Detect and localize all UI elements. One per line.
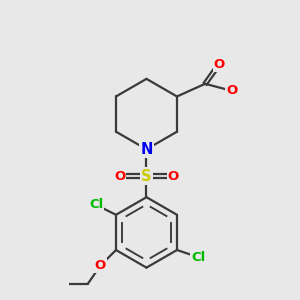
Text: Cl: Cl <box>191 250 205 264</box>
Text: O: O <box>114 169 125 183</box>
Text: O: O <box>226 84 238 97</box>
Text: O: O <box>214 58 225 70</box>
Text: S: S <box>141 169 152 184</box>
Text: O: O <box>168 169 179 183</box>
Text: O: O <box>95 259 106 272</box>
Text: N: N <box>140 142 153 157</box>
Text: Cl: Cl <box>89 198 103 212</box>
